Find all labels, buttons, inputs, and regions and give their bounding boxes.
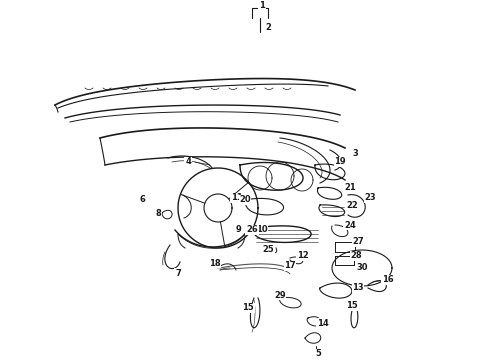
Polygon shape	[335, 256, 354, 265]
Text: 19: 19	[334, 158, 346, 166]
Polygon shape	[332, 250, 392, 286]
Text: 24: 24	[344, 220, 356, 230]
Text: 28: 28	[350, 252, 362, 261]
Text: 16: 16	[382, 275, 394, 284]
Text: 12: 12	[297, 252, 309, 261]
Text: 2: 2	[265, 23, 271, 32]
Text: 29: 29	[274, 291, 286, 300]
Text: 27: 27	[352, 238, 364, 247]
Text: 4: 4	[185, 158, 191, 166]
Text: 6: 6	[139, 195, 145, 204]
Text: 15: 15	[242, 303, 254, 312]
Text: 3: 3	[352, 148, 358, 158]
Text: 9: 9	[235, 225, 241, 234]
Text: 13: 13	[352, 284, 364, 292]
Text: 25: 25	[262, 244, 274, 253]
Text: 23: 23	[364, 194, 376, 202]
Text: 21: 21	[344, 184, 356, 193]
Text: 30: 30	[356, 264, 368, 273]
Text: 18: 18	[209, 258, 221, 267]
Text: 11: 11	[231, 194, 243, 202]
Text: 8: 8	[155, 208, 161, 217]
Polygon shape	[335, 242, 355, 252]
Text: 26: 26	[246, 225, 258, 234]
Text: 17: 17	[284, 261, 296, 270]
Text: 20: 20	[239, 195, 251, 204]
Text: 14: 14	[317, 319, 329, 328]
Text: 15: 15	[346, 302, 358, 310]
Text: 10: 10	[256, 225, 268, 234]
Text: 1: 1	[259, 1, 265, 10]
Text: 22: 22	[346, 201, 358, 210]
Text: 7: 7	[175, 269, 181, 278]
Text: 5: 5	[315, 350, 321, 359]
